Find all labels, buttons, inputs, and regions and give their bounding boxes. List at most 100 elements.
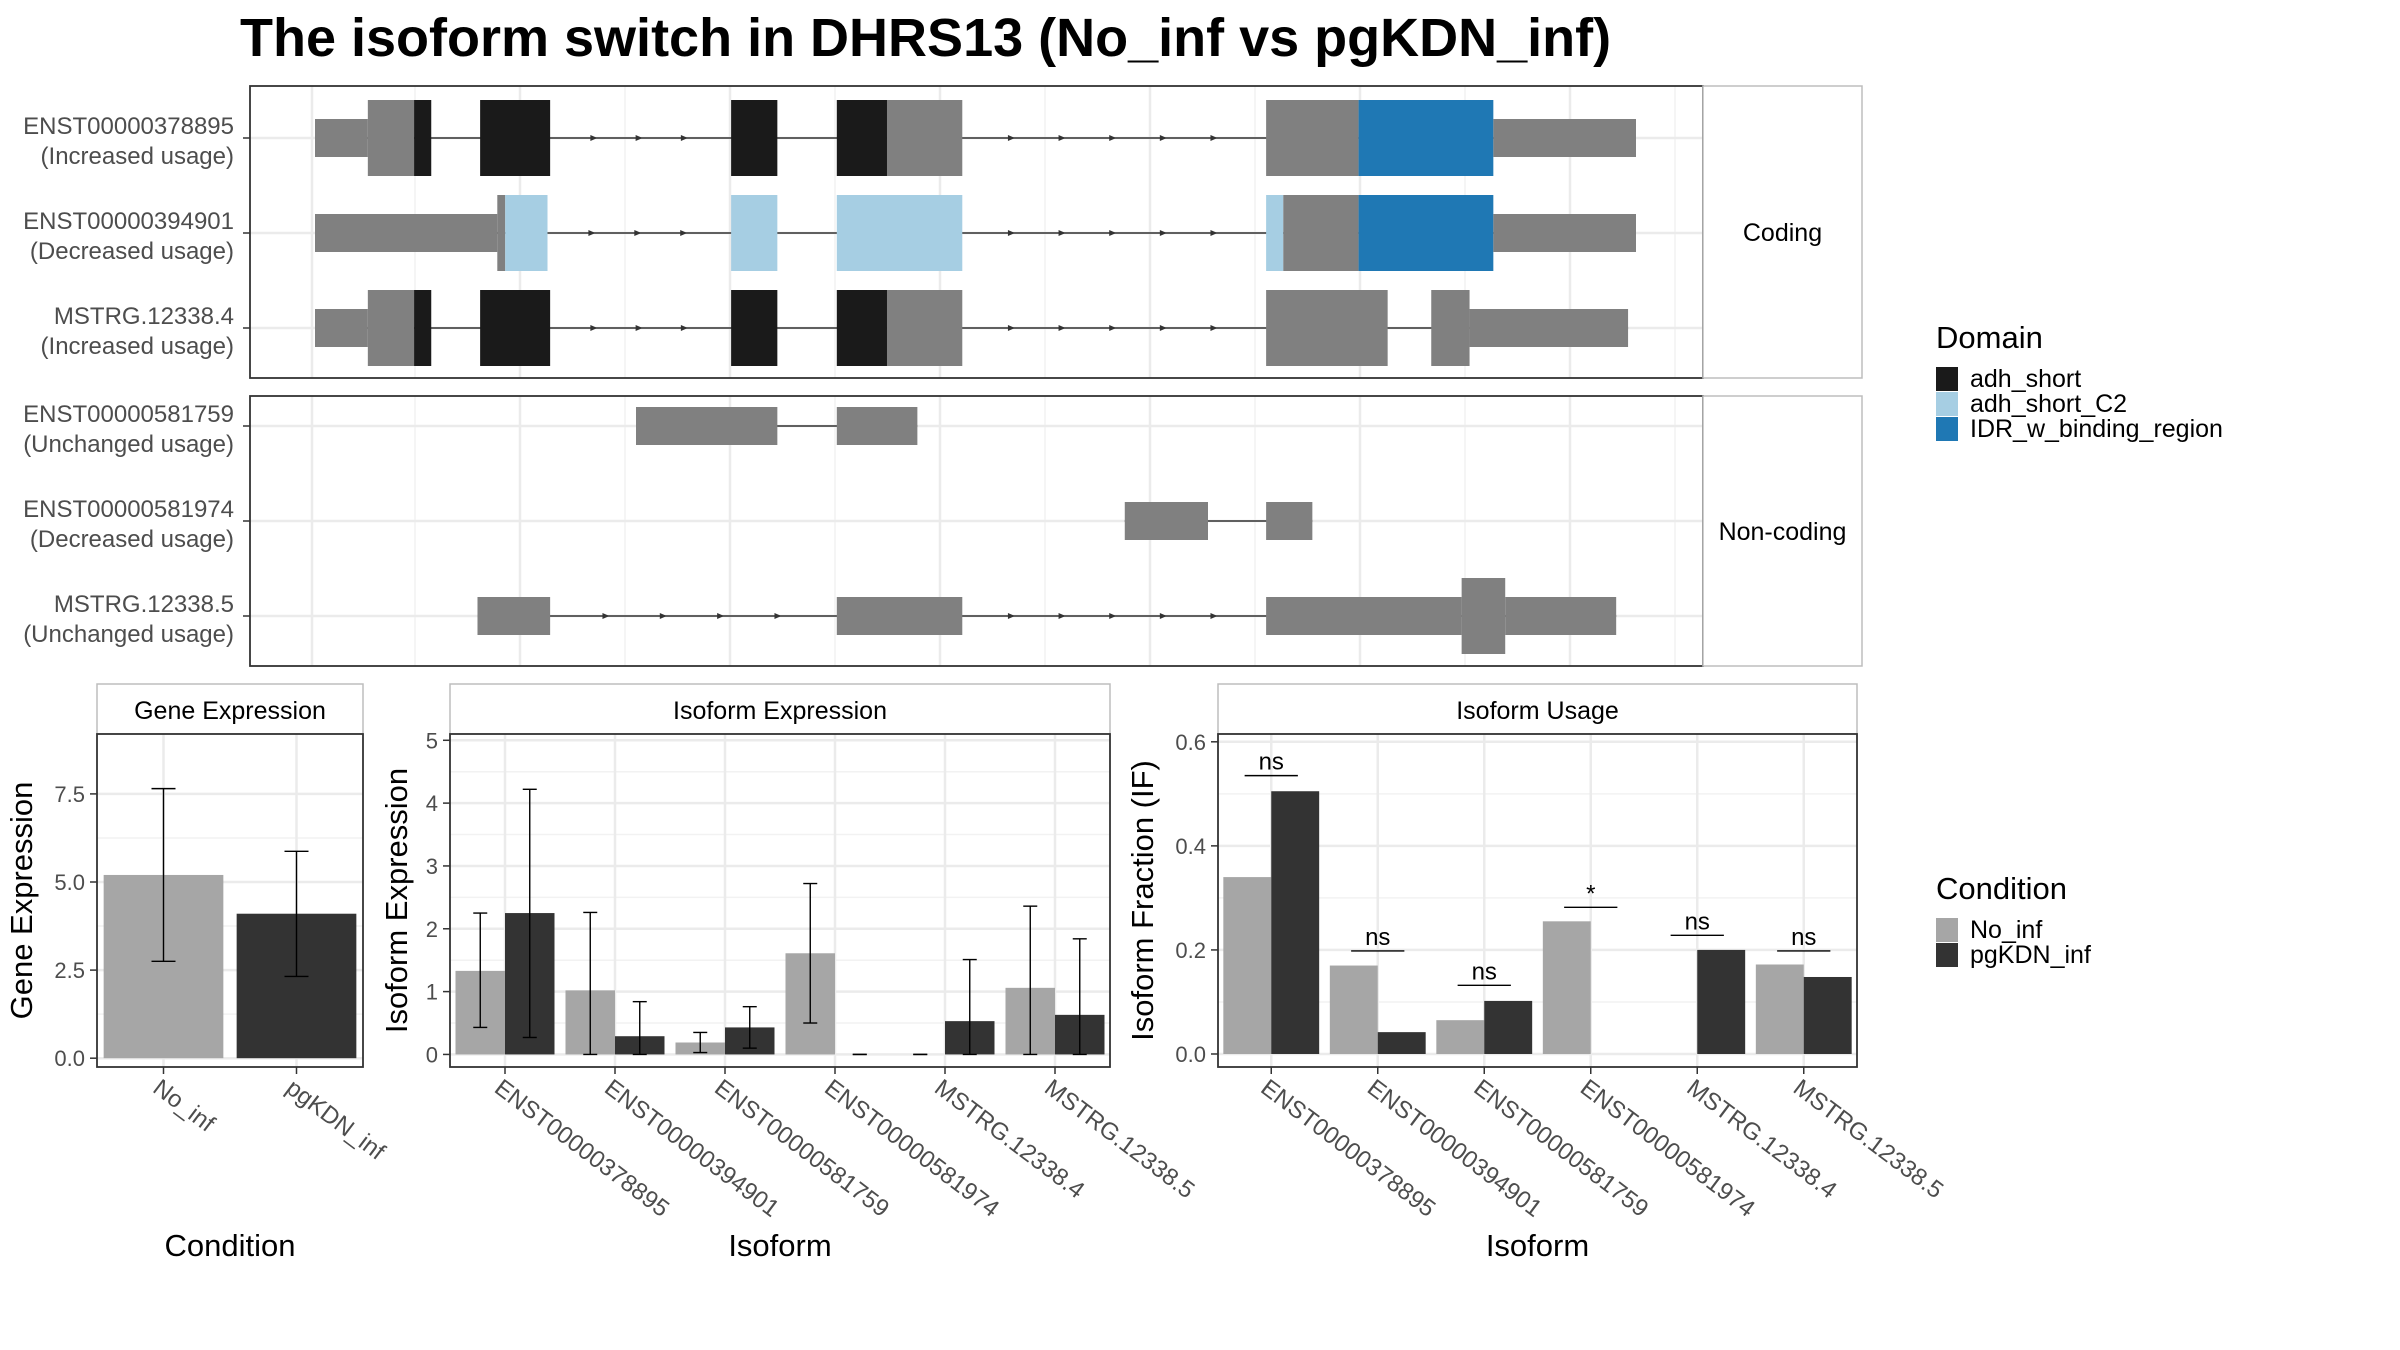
isoform-expression-panel: Isoform Expression012345ENST00000378895E…	[379, 683, 1199, 1263]
x-tick-label: pgKDN_inf	[281, 1074, 390, 1166]
intron-arrow	[659, 613, 667, 619]
legend-swatch	[1936, 417, 1958, 441]
intron-arrow	[588, 230, 596, 236]
transcript-usage-label: (Increased usage)	[41, 143, 234, 170]
exon-cds	[480, 290, 551, 366]
y-tick-label: 0.4	[1175, 834, 1206, 859]
bar	[1755, 964, 1804, 1054]
exon-cds	[505, 195, 548, 271]
intron-arrow	[1109, 325, 1117, 331]
x-axis-title: Isoform	[728, 1228, 831, 1263]
y-axis-title: Isoform Fraction (IF)	[1125, 760, 1160, 1041]
bar	[1377, 1032, 1426, 1054]
y-tick-label: 0	[426, 1042, 438, 1067]
intron-arrow	[1210, 325, 1218, 331]
intron-arrow	[680, 135, 688, 141]
intron-arrow	[1058, 325, 1066, 331]
domain-legend: Domain adh_shortadh_short_C2IDR_w_binding…	[1936, 320, 2223, 443]
intron-arrow	[1210, 230, 1218, 236]
transcript-id-label: ENST00000394901	[23, 208, 234, 235]
exon-cds	[836, 100, 887, 176]
transcript-id-label: MSTRG.12338.4	[54, 303, 234, 330]
exon-utr	[1266, 597, 1462, 635]
exon-utr	[315, 214, 498, 252]
exon-cds	[1461, 578, 1506, 654]
significance-label: ns	[1365, 924, 1390, 951]
bar	[1223, 877, 1272, 1054]
facet-strip	[1702, 395, 1863, 667]
y-tick-label: 7.5	[54, 782, 85, 807]
panel-strip-label: Isoform Usage	[1456, 697, 1619, 725]
y-tick-label: 2	[426, 917, 438, 942]
transcript-usage-label: (Decreased usage)	[30, 526, 234, 553]
y-tick-label: 2.5	[54, 958, 85, 983]
legend-swatch	[1936, 392, 1958, 416]
bar	[1697, 949, 1746, 1054]
x-tick-label: ENST00000581974	[1575, 1074, 1760, 1222]
exon-cds	[886, 290, 963, 366]
exon-cds	[1358, 100, 1494, 176]
intron-arrow	[1210, 613, 1218, 619]
intron-arrow	[1159, 613, 1167, 619]
bar	[1803, 976, 1852, 1054]
legend-label: No_inf	[1970, 916, 2042, 944]
exon-cds	[497, 195, 506, 271]
exon-utr	[636, 407, 778, 445]
exon-cds	[836, 290, 887, 366]
exon-cds	[886, 100, 963, 176]
legend-label: pgKDN_inf	[1970, 941, 2091, 969]
legend-title: Condition	[1936, 871, 2067, 906]
panel-strip-label: Gene Expression	[134, 697, 326, 725]
panel-strip-label: Isoform Expression	[673, 697, 887, 725]
y-axis-title: Gene Expression	[4, 782, 39, 1020]
exon-cds	[1266, 290, 1388, 366]
exon-cds	[367, 100, 415, 176]
y-tick-label: 0.6	[1175, 730, 1206, 755]
transcript-id-label: ENST00000378895	[23, 113, 234, 140]
legend-title: Domain	[1936, 320, 2043, 355]
transcript-usage-label: (Unchanged usage)	[23, 431, 234, 458]
legend-label: adh_short_C2	[1970, 390, 2127, 418]
transcript-usage-label: (Increased usage)	[41, 333, 234, 360]
exon-cds	[836, 195, 963, 271]
y-axis-title: Isoform Expression	[379, 768, 414, 1033]
facet-strip	[1702, 85, 1863, 379]
intron-arrow	[680, 325, 688, 331]
exon-utr	[315, 309, 368, 347]
exon-utr	[1493, 214, 1636, 252]
x-tick-label: No_inf	[148, 1074, 220, 1138]
panel-strip	[1217, 683, 1858, 735]
exon-cds	[731, 195, 778, 271]
y-tick-label: 0.2	[1175, 938, 1206, 963]
y-tick-label: 5.0	[54, 870, 85, 895]
y-tick-label: 3	[426, 854, 438, 879]
exon-utr	[836, 597, 963, 635]
x-axis-title: Condition	[165, 1228, 296, 1263]
intron-arrow	[1159, 230, 1167, 236]
intron-arrow	[590, 325, 598, 331]
intron-arrow	[1058, 613, 1066, 619]
intron-arrow	[1210, 135, 1218, 141]
plot-bg	[450, 734, 1110, 1067]
exon-utr	[1469, 309, 1629, 347]
exon-utr	[1505, 597, 1617, 635]
transcript-usage-label: (Decreased usage)	[30, 238, 234, 265]
y-tick-label: 0.0	[1175, 1042, 1206, 1067]
exon-utr	[836, 407, 918, 445]
exon-cds	[1431, 290, 1470, 366]
exon-cds	[1266, 195, 1284, 271]
exon-cds	[731, 100, 778, 176]
intron-arrow	[634, 230, 642, 236]
transcript-id-label: ENST00000581759	[23, 401, 234, 428]
isoform-usage-panel: Isoform Usage ns ns ns * ns ns 0.0 0.2 0.4 0.6 ENST…	[1125, 683, 1948, 1263]
exon-utr	[1493, 119, 1636, 157]
plot-border	[96, 733, 364, 1068]
intron-arrow	[1159, 325, 1167, 331]
y-tick-label: 0.0	[54, 1046, 85, 1071]
intron-arrow	[1109, 230, 1117, 236]
intron-arrow	[602, 613, 610, 619]
panel-strip	[449, 683, 1111, 735]
intron-arrow	[1109, 135, 1117, 141]
